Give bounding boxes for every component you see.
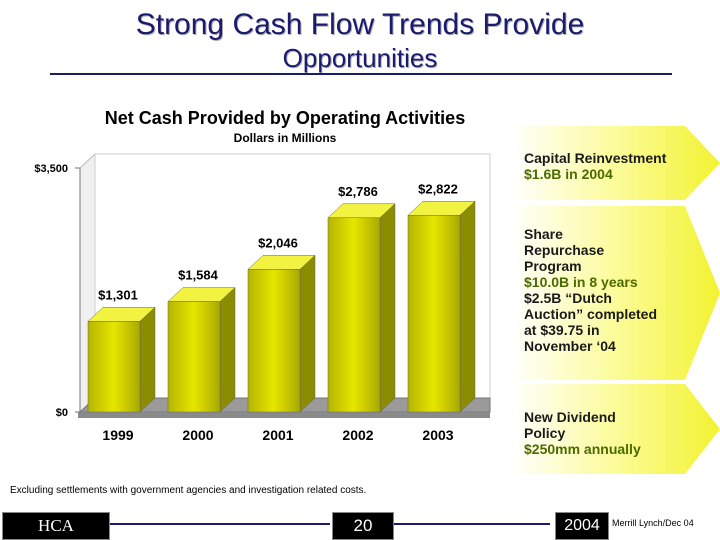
callout-line: Share — [524, 226, 563, 242]
bar-side — [219, 286, 236, 413]
callout-line: at $39.75 in — [524, 322, 600, 338]
callout-arrow-shape — [510, 384, 720, 474]
x-tick-label: 1999 — [102, 427, 133, 443]
callout-2: Share Repurchase Program $10.0B in 8 years $… — [510, 206, 720, 380]
footnote: Excluding settlements with government ag… — [10, 485, 367, 496]
bar — [167, 301, 221, 413]
callout-arrow-shape — [510, 206, 720, 380]
bar — [407, 215, 461, 413]
chart-subtitle: Dollars in Millions — [233, 131, 337, 145]
callout-line: Policy — [524, 425, 566, 441]
x-tick-label: 2002 — [342, 427, 373, 443]
bar — [87, 321, 141, 413]
callout-line: $250mm annually — [524, 441, 641, 457]
bar — [327, 217, 381, 413]
callout-line: New Dividend — [524, 409, 616, 425]
title-line-2: Opportunities — [282, 43, 438, 73]
title-divider — [50, 73, 672, 75]
footer-source: Merrill Lynch/Dec 04 — [612, 518, 694, 528]
footer-divider-left — [80, 523, 330, 525]
y-tick-label: $0 — [56, 407, 68, 419]
callout-line: $2.5B “Dutch — [524, 290, 612, 306]
data-label: $2,786 — [338, 184, 378, 199]
footer-logo: HCA — [2, 512, 110, 540]
slide-title: Strong Cash Flow Trends Provide — [0, 8, 720, 42]
data-label: $1,301 — [98, 287, 138, 302]
bar-chart: $0 $3,500 $1,301 1999 $1,584 2000 $2,046 2001 $2… — [34, 152, 491, 443]
callout-line: November ‘04 — [524, 338, 616, 354]
callout-arrow-shape — [510, 126, 720, 200]
data-label: $2,822 — [418, 181, 458, 196]
bar — [247, 269, 301, 413]
callout-line: Program — [524, 258, 582, 274]
data-label: $1,584 — [178, 268, 219, 283]
callout-line: Auction” completed — [524, 306, 658, 322]
footer-divider-right — [380, 523, 550, 525]
bar-side — [459, 200, 476, 413]
callout-1: Capital Reinvestment $1.6B in 2004 — [510, 126, 720, 200]
chart-title: Net Cash Provided by Operating Activitie… — [104, 108, 466, 128]
x-tick-label: 2001 — [262, 427, 293, 443]
data-label: $2,046 — [258, 235, 298, 250]
title-line-1: Strong Cash Flow Trends Provide — [135, 8, 585, 41]
callout-line: Repurchase — [524, 242, 605, 258]
callout-line: $10.0B in 8 years — [524, 274, 638, 290]
callout-line: $1.6B in 2004 — [524, 166, 613, 182]
bar-side — [299, 254, 316, 413]
bar-side — [139, 306, 156, 413]
x-tick-label: 2003 — [422, 427, 453, 443]
footer-page-number: 20 — [332, 512, 394, 540]
bar-side — [379, 203, 396, 413]
callout-line: Capital Reinvestment — [524, 150, 667, 166]
y-tick-label: $3,500 — [34, 163, 68, 175]
x-tick-label: 2000 — [182, 427, 213, 443]
callout-3: New Dividend Policy $250mm annually — [510, 384, 720, 474]
chart-floor-edge — [78, 412, 490, 418]
footer-year: 2004 — [555, 512, 609, 540]
